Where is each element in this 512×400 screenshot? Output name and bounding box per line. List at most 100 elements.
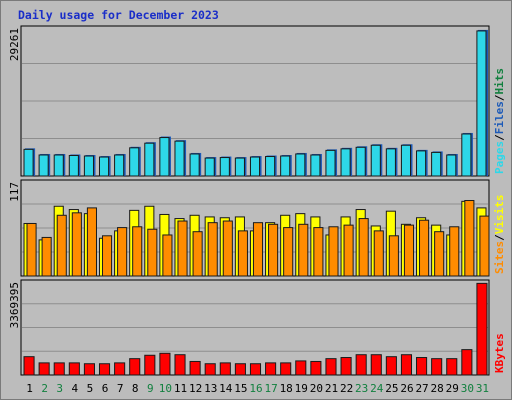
- bar-pages: [461, 133, 472, 177]
- bar-pages: [219, 157, 230, 177]
- bar-sites: [71, 212, 82, 277]
- legend-separator: /: [493, 94, 506, 101]
- x-tick-label: 3: [56, 382, 63, 395]
- bar-pages: [310, 154, 321, 177]
- bar-pages: [295, 153, 306, 177]
- bar-pages: [189, 153, 200, 177]
- bar-sites: [283, 227, 294, 277]
- chart-title: Daily usage for December 2023: [18, 8, 219, 22]
- legend-entry-pages: Pages: [493, 141, 506, 174]
- bar-kbytes: [385, 356, 397, 376]
- bar-kbytes: [295, 360, 307, 376]
- bar-kbytes: [249, 363, 262, 376]
- x-tick-label: 7: [117, 382, 124, 395]
- x-tick-label: 25: [385, 382, 398, 395]
- bar-sites: [41, 236, 52, 277]
- x-tick-label: 24: [370, 382, 384, 395]
- bar-sites: [132, 226, 143, 277]
- legend: Pages/Files/Hits: [493, 68, 506, 174]
- bar-pages: [83, 155, 94, 177]
- bar-kbytes: [280, 362, 292, 376]
- bar-sites: [358, 218, 369, 277]
- bar-kbytes: [204, 363, 216, 376]
- bar-kbytes: [174, 354, 186, 376]
- bar-sites: [222, 220, 233, 277]
- bar-kbytes: [340, 357, 352, 376]
- x-tick-label: 31: [476, 382, 489, 395]
- bar-pages: [325, 149, 336, 177]
- bar-pages: [98, 156, 110, 177]
- bar-kbytes: [416, 357, 428, 376]
- y-tick-label: 3369395: [8, 282, 21, 328]
- x-tick-label: 4: [72, 382, 79, 395]
- bar-sites: [26, 222, 37, 277]
- x-tick-label: 18: [280, 382, 293, 395]
- x-tick-label: 17: [264, 382, 277, 395]
- y-tick-label: 29261: [8, 28, 21, 61]
- bar-pages: [340, 148, 351, 177]
- x-tick-label: 2: [41, 382, 48, 395]
- legend-entry-kbytes: KBytes: [493, 333, 506, 373]
- bar-pages: [249, 156, 261, 177]
- bar-kbytes: [38, 362, 50, 376]
- x-tick-label: 21: [325, 382, 338, 395]
- bar-kbytes: [219, 362, 231, 376]
- bar-pages: [68, 154, 79, 177]
- bar-pages: [265, 156, 276, 177]
- x-tick-label: 13: [204, 382, 217, 395]
- bar-kbytes: [159, 352, 171, 376]
- bar-pages: [431, 151, 442, 177]
- bar-kbytes: [355, 354, 367, 376]
- legend-entry-visits: Visits: [493, 195, 506, 235]
- x-tick-label: 27: [415, 382, 428, 395]
- bar-kbytes: [83, 363, 95, 376]
- bar-sites: [177, 220, 188, 277]
- bar-pages: [204, 157, 215, 177]
- x-tick-label: 1: [26, 382, 33, 395]
- bar-pages: [23, 148, 34, 177]
- bar-kbytes: [98, 363, 111, 376]
- bar-pages: [416, 150, 427, 177]
- x-tick-label: 9: [147, 382, 154, 395]
- legend-entry-sites: Sites: [493, 241, 506, 274]
- bar-pages: [280, 155, 291, 177]
- bar-kbytes: [461, 349, 473, 376]
- bar-sites: [388, 235, 399, 277]
- bar-sites: [237, 230, 248, 277]
- bar-kbytes: [234, 363, 246, 376]
- x-tick-label: 6: [102, 382, 109, 395]
- bar-pages: [114, 154, 125, 177]
- bar-kbytes: [400, 354, 413, 376]
- bar-sites: [464, 200, 475, 277]
- bar-sites: [162, 234, 173, 277]
- bar-kbytes: [265, 362, 277, 376]
- bar-kbytes: [23, 356, 35, 376]
- bar-pages: [53, 154, 64, 177]
- legend-entry-files: Files: [493, 101, 506, 134]
- x-tick-label: 23: [355, 382, 368, 395]
- bar-kbytes: [431, 358, 443, 376]
- x-tick-label: 22: [340, 382, 353, 395]
- bar-sites: [313, 227, 324, 277]
- bar-sites: [56, 214, 67, 277]
- legend-separator: /: [493, 234, 506, 241]
- bar-sites: [479, 215, 490, 277]
- bar-pages: [234, 157, 245, 177]
- bar-pages: [129, 147, 140, 177]
- bar-sites: [373, 230, 384, 277]
- bar-kbytes: [68, 362, 80, 376]
- x-tick-label: 28: [431, 382, 444, 395]
- x-tick-label: 8: [132, 382, 139, 395]
- x-tick-label: 15: [234, 382, 247, 395]
- x-tick-label: 14: [219, 382, 233, 395]
- bar-sites: [117, 227, 128, 277]
- bar-kbytes: [114, 362, 126, 376]
- bar-sites: [328, 226, 339, 277]
- legend-entry-hits: Hits: [493, 68, 506, 95]
- x-tick-label: 19: [295, 382, 308, 395]
- bar-pages: [144, 142, 155, 177]
- x-tick-label: 5: [87, 382, 94, 395]
- bar-kbytes: [310, 360, 322, 376]
- x-tick-label: 26: [400, 382, 413, 395]
